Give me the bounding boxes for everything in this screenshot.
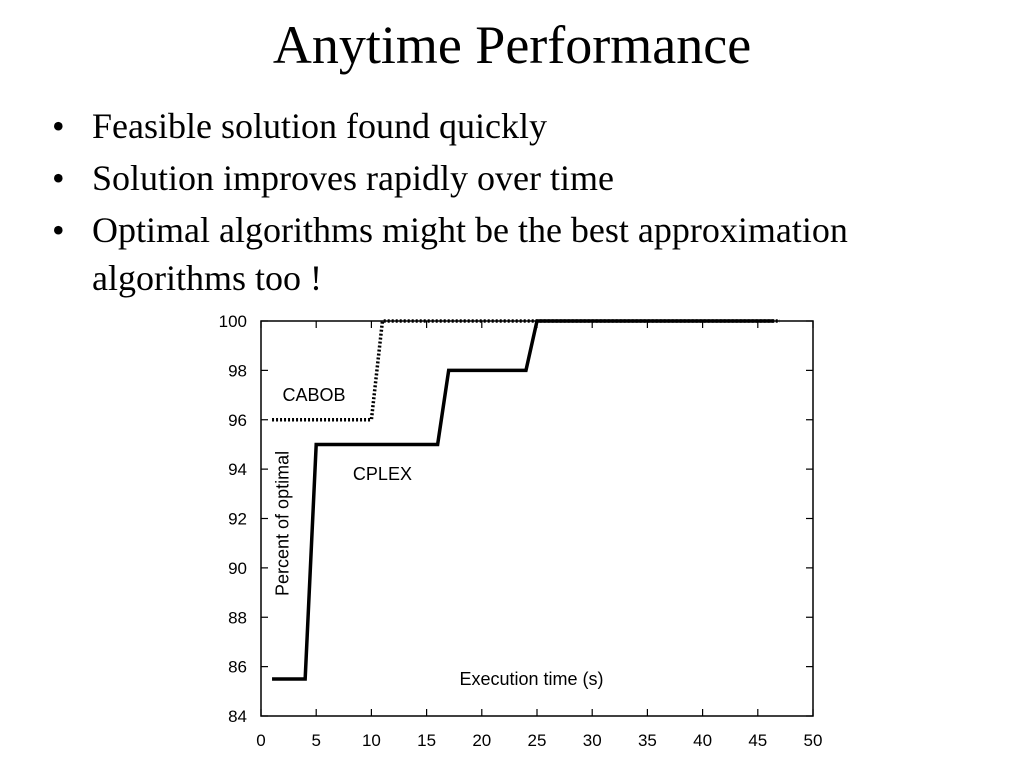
y-tick-label: 96 bbox=[228, 411, 247, 430]
x-tick-label: 10 bbox=[362, 731, 381, 750]
y-tick-label: 92 bbox=[228, 510, 247, 529]
bullet-icon: • bbox=[52, 210, 65, 250]
y-tick-label: 88 bbox=[228, 608, 247, 627]
x-tick-label: 5 bbox=[311, 731, 320, 750]
series-line-cplex bbox=[272, 319, 775, 681]
bullet-item: • Optimal algorithms might be the best a… bbox=[52, 206, 972, 302]
y-tick-label: 94 bbox=[228, 460, 247, 479]
anytime-performance-chart: 0 5 10 15 20 25 30 35 40 45 50 84 86 88 90 92 94 96 98 100 E… bbox=[196, 306, 836, 766]
plot-frame bbox=[260, 320, 814, 717]
x-tick-label: 45 bbox=[748, 731, 767, 750]
bullet-item: • Solution improves rapidly over time bbox=[52, 154, 972, 202]
x-axis-label: Execution time (s) bbox=[459, 669, 603, 689]
series-label-cabob: CABOB bbox=[282, 385, 345, 405]
x-tick-label: 35 bbox=[638, 731, 657, 750]
bullet-item: • Feasible solution found quickly bbox=[52, 102, 972, 150]
y-tick-label: 86 bbox=[228, 658, 247, 677]
y-tick-label: 84 bbox=[228, 707, 247, 726]
series-label-cplex: CPLEX bbox=[353, 464, 412, 484]
x-tick-label: 0 bbox=[256, 731, 265, 750]
bullet-icon: • bbox=[52, 106, 65, 146]
chart-svg: 0 5 10 15 20 25 30 35 40 45 50 84 86 88 90 92 94 96 98 100 E… bbox=[219, 312, 823, 750]
x-tick-label: 20 bbox=[472, 731, 491, 750]
bullet-list: • Feasible solution found quickly • Solu… bbox=[52, 102, 972, 306]
x-tick-label: 50 bbox=[804, 731, 823, 750]
y-tick-label: 90 bbox=[228, 559, 247, 578]
bullet-icon: • bbox=[52, 158, 65, 198]
slide-title: Anytime Performance bbox=[272, 15, 752, 75]
y-axis-label: Percent of optimal bbox=[273, 451, 293, 596]
bullet-text: Feasible solution found quickly bbox=[92, 106, 547, 146]
y-tick-label: 100 bbox=[219, 312, 247, 331]
x-tick-label: 40 bbox=[693, 731, 712, 750]
bullet-text: Optimal algorithms might be the best app… bbox=[92, 210, 848, 298]
x-tick-label: 15 bbox=[417, 731, 436, 750]
x-tick-label: 30 bbox=[583, 731, 602, 750]
bullet-text: Solution improves rapidly over time bbox=[92, 158, 614, 198]
y-tick-label: 98 bbox=[228, 361, 247, 380]
x-tick-label: 25 bbox=[528, 731, 547, 750]
